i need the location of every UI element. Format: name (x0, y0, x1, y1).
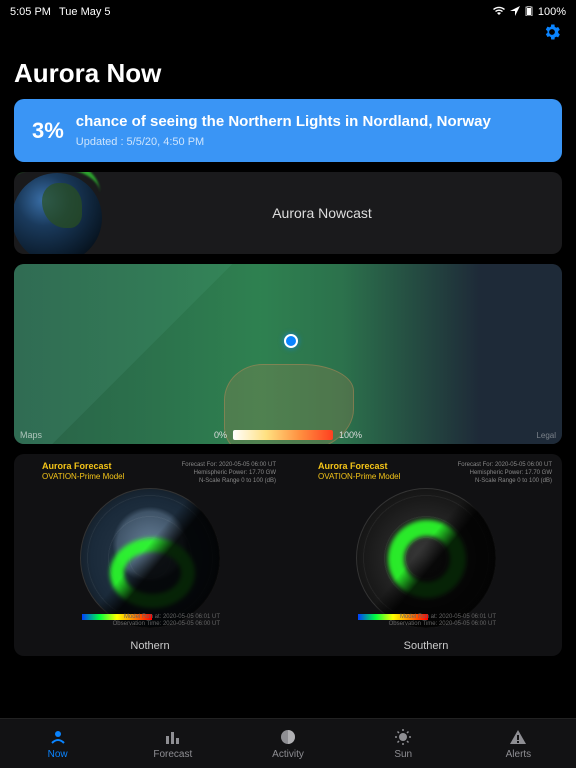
battery-icon (524, 6, 534, 19)
chance-description: chance of seeing the Northern Lights in … (76, 113, 544, 130)
noaa-credit-north: Model Run at: 2020-05-05 06:01 UT Observ… (113, 614, 220, 628)
nowcast-card[interactable]: Aurora Nowcast (14, 172, 562, 254)
status-time: 5:05 PM (10, 6, 51, 18)
chance-percent: 3% (32, 118, 64, 144)
tab-now[interactable]: Now (0, 719, 115, 768)
legend-max: 100% (339, 430, 362, 440)
battery-percent: 100% (538, 6, 566, 18)
tab-label: Now (48, 749, 68, 760)
aurora-map[interactable]: Maps 0% 100% Legal (14, 264, 562, 444)
northern-hemisphere: Aurora ForecastOVATION-Prime Model Forec… (14, 460, 286, 652)
status-date: Tue May 5 (59, 6, 111, 18)
northern-label: Nothern (130, 640, 169, 652)
map-legend: 0% 100% (214, 430, 362, 440)
tab-label: Alerts (506, 749, 532, 760)
now-icon (48, 727, 68, 747)
gear-icon[interactable] (542, 22, 562, 48)
southern-label: Southern (404, 640, 449, 652)
tab-forecast[interactable]: Forecast (115, 719, 230, 768)
status-bar: 5:05 PM Tue May 5 100% (0, 0, 576, 20)
sun-icon (394, 727, 412, 747)
alerts-icon (509, 727, 527, 747)
tab-label: Activity (272, 749, 304, 760)
legend-min: 0% (214, 430, 227, 440)
southern-hemisphere: Aurora ForecastOVATION-Prime Model Forec… (290, 460, 562, 652)
tab-label: Sun (394, 749, 412, 760)
tab-label: Forecast (153, 749, 192, 760)
activity-icon (279, 727, 297, 747)
header (0, 20, 576, 58)
earth-globe-icon (14, 172, 112, 254)
chance-card[interactable]: 3% chance of seeing the Northern Lights … (14, 99, 562, 162)
tab-bar: Now Forecast Activity Sun Alerts (0, 718, 576, 768)
noaa-credit-south: Model Run at: 2020-05-05 06:01 UT Observ… (389, 614, 496, 628)
map-legal[interactable]: Legal (536, 431, 556, 440)
tab-activity[interactable]: Activity (230, 719, 345, 768)
chance-updated: Updated : 5/5/20, 4:50 PM (76, 136, 544, 148)
location-icon (510, 6, 520, 19)
page-title: Aurora Now (0, 58, 576, 99)
hemisphere-forecast-card[interactable]: Aurora ForecastOVATION-Prime Model Forec… (14, 454, 562, 656)
forecast-icon (164, 727, 182, 747)
nowcast-label: Aurora Nowcast (112, 205, 562, 221)
wifi-icon (492, 6, 506, 19)
location-pin (284, 334, 298, 348)
legend-gradient (233, 430, 333, 440)
tab-alerts[interactable]: Alerts (461, 719, 576, 768)
tab-sun[interactable]: Sun (346, 719, 461, 768)
map-attribution: Maps (20, 430, 42, 440)
